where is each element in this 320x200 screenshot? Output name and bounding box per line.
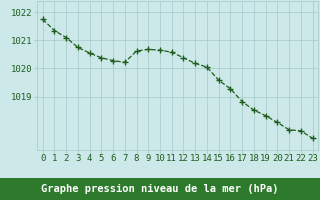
Text: Graphe pression niveau de la mer (hPa): Graphe pression niveau de la mer (hPa) (41, 184, 279, 194)
